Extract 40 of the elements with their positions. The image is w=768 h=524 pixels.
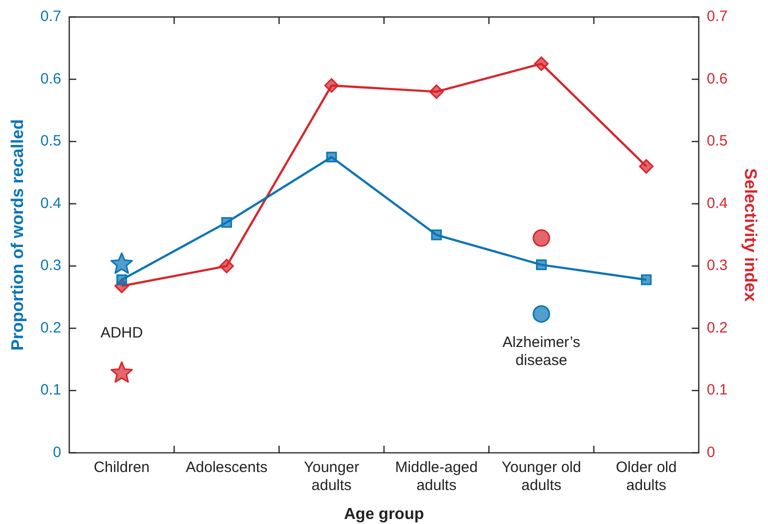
y2-tick-label: 0.7 [706, 8, 728, 26]
point [219, 258, 234, 274]
y2-tick-label: 0.3 [706, 257, 728, 274]
point [221, 217, 232, 228]
point [110, 252, 133, 274]
x-axis-title: Age group [344, 506, 424, 523]
point [324, 78, 339, 93]
y-tick-label: 0.2 [40, 319, 62, 336]
annotation: Alzheimer’s disease [502, 334, 580, 370]
y2-axis-title: Selectivity index [741, 168, 760, 302]
point [640, 274, 652, 286]
y-tick-label: 0.4 [40, 194, 62, 212]
x-tick-label: Older old adults [616, 458, 677, 494]
y-axis-title: Proportion of words recalled [8, 119, 27, 351]
point [429, 84, 444, 99]
point [534, 56, 549, 71]
y2-tick-label: 0.4 [706, 194, 728, 212]
point [110, 361, 133, 383]
y-tick-label: 0.7 [40, 8, 62, 26]
y-tick-label: 0.1 [40, 382, 62, 399]
x-tick-label: Younger old adults [502, 458, 582, 494]
y2-tick-label: 0 [706, 444, 716, 461]
x-tick-label: Middle-aged adults [395, 458, 478, 494]
y-tick-label: 0.6 [40, 70, 62, 88]
x-tick-label: Younger adults [304, 458, 360, 494]
y-tick-label: 0 [52, 444, 62, 461]
point [639, 159, 654, 174]
y-tick-label: 0.3 [40, 257, 62, 274]
point [536, 259, 547, 270]
y-tick-label: 0.5 [40, 132, 62, 150]
y2-tick-label: 0.2 [706, 319, 728, 336]
y2-tick-label: 0.1 [706, 382, 728, 399]
point [326, 152, 337, 162]
y2-tick-label: 0.6 [706, 70, 728, 88]
y2-tick-label: 0.5 [706, 132, 728, 150]
annotation: ADHD [100, 324, 144, 342]
x-tick-label: Children [94, 458, 150, 476]
x-tick-label: Adolescents [186, 458, 268, 476]
point [116, 274, 128, 286]
point [431, 230, 442, 240]
